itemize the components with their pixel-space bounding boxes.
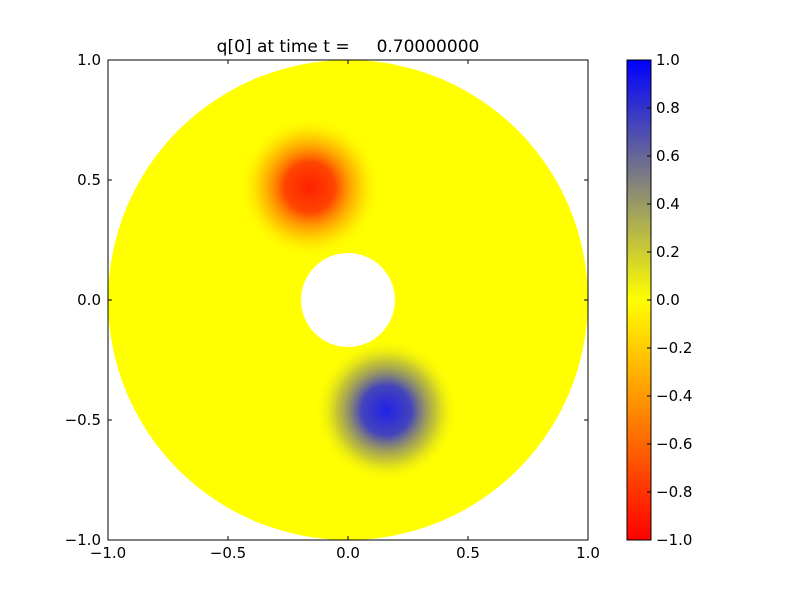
y-tick-label: 0.5 (77, 171, 101, 189)
y-tick-label: 1.0 (77, 51, 101, 69)
annulus-field (108, 60, 588, 540)
colorbar-tick-label: −0.4 (656, 387, 692, 405)
x-tick-label: −0.5 (210, 544, 246, 562)
positive-blob (315, 339, 458, 482)
colorbar-tick-label: −0.6 (656, 435, 692, 453)
x-tick-label: −1.0 (90, 544, 126, 562)
colorbar-tick-label: −1.0 (656, 531, 692, 549)
x-tick-label: 0.0 (336, 544, 360, 562)
y-tick-label: −0.5 (65, 411, 101, 429)
colorbar-tick-label: −0.8 (656, 483, 692, 501)
colorbar-tick-label: 1.0 (656, 51, 680, 69)
y-tick-label: −1.0 (65, 531, 101, 549)
y-tick-label: 0.0 (77, 291, 101, 309)
colorbar-tick-label: −0.2 (656, 339, 692, 357)
chart-title: q[0] at time t = 0.70000000 (217, 37, 480, 57)
x-tick-label: 1.0 (576, 544, 600, 562)
negative-blob (238, 115, 381, 259)
colorbar-tick-label: 0.2 (656, 243, 680, 261)
colorbar-tick-label: 0.8 (656, 99, 680, 117)
colorbar-tick-label: 0.4 (656, 195, 680, 213)
colorbar-tick-label: 0.0 (656, 291, 680, 309)
x-tick-label: 0.5 (456, 544, 480, 562)
colorbar-tick-label: 0.6 (656, 147, 680, 165)
